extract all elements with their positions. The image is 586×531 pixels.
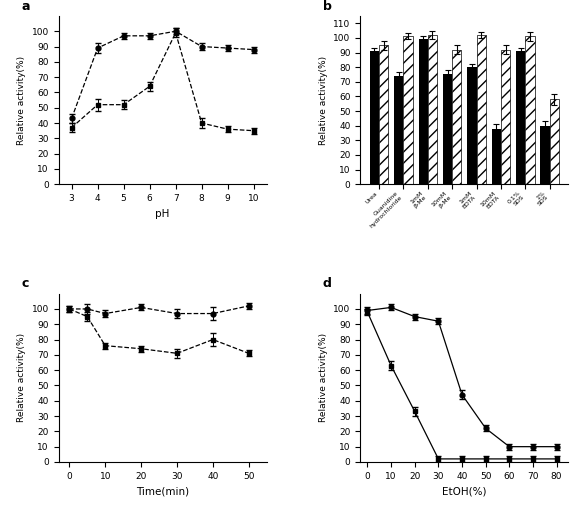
Text: a: a — [21, 0, 30, 13]
X-axis label: EtOH(%): EtOH(%) — [442, 486, 486, 496]
Y-axis label: Relative activity(%): Relative activity(%) — [319, 56, 328, 144]
Bar — [540, 126, 550, 184]
Bar — [492, 129, 501, 184]
Bar — [516, 51, 525, 184]
X-axis label: pH: pH — [155, 209, 170, 219]
Text: b: b — [323, 0, 332, 13]
Bar — [452, 49, 461, 184]
Y-axis label: Relative activity(%): Relative activity(%) — [17, 56, 26, 144]
Y-axis label: Relative activity(%): Relative activity(%) — [17, 333, 26, 422]
Text: d: d — [323, 277, 332, 290]
Bar — [379, 45, 389, 184]
Bar — [370, 51, 379, 184]
Bar — [525, 37, 534, 184]
X-axis label: Time(min): Time(min) — [136, 486, 189, 496]
Y-axis label: Relative activity(%): Relative activity(%) — [319, 333, 328, 422]
Bar — [418, 39, 428, 184]
Bar — [394, 76, 403, 184]
Text: c: c — [21, 277, 29, 290]
Bar — [476, 35, 486, 184]
Bar — [550, 99, 559, 184]
Bar — [403, 37, 413, 184]
Bar — [501, 49, 510, 184]
Bar — [443, 74, 452, 184]
Bar — [467, 67, 476, 184]
Bar — [428, 35, 437, 184]
